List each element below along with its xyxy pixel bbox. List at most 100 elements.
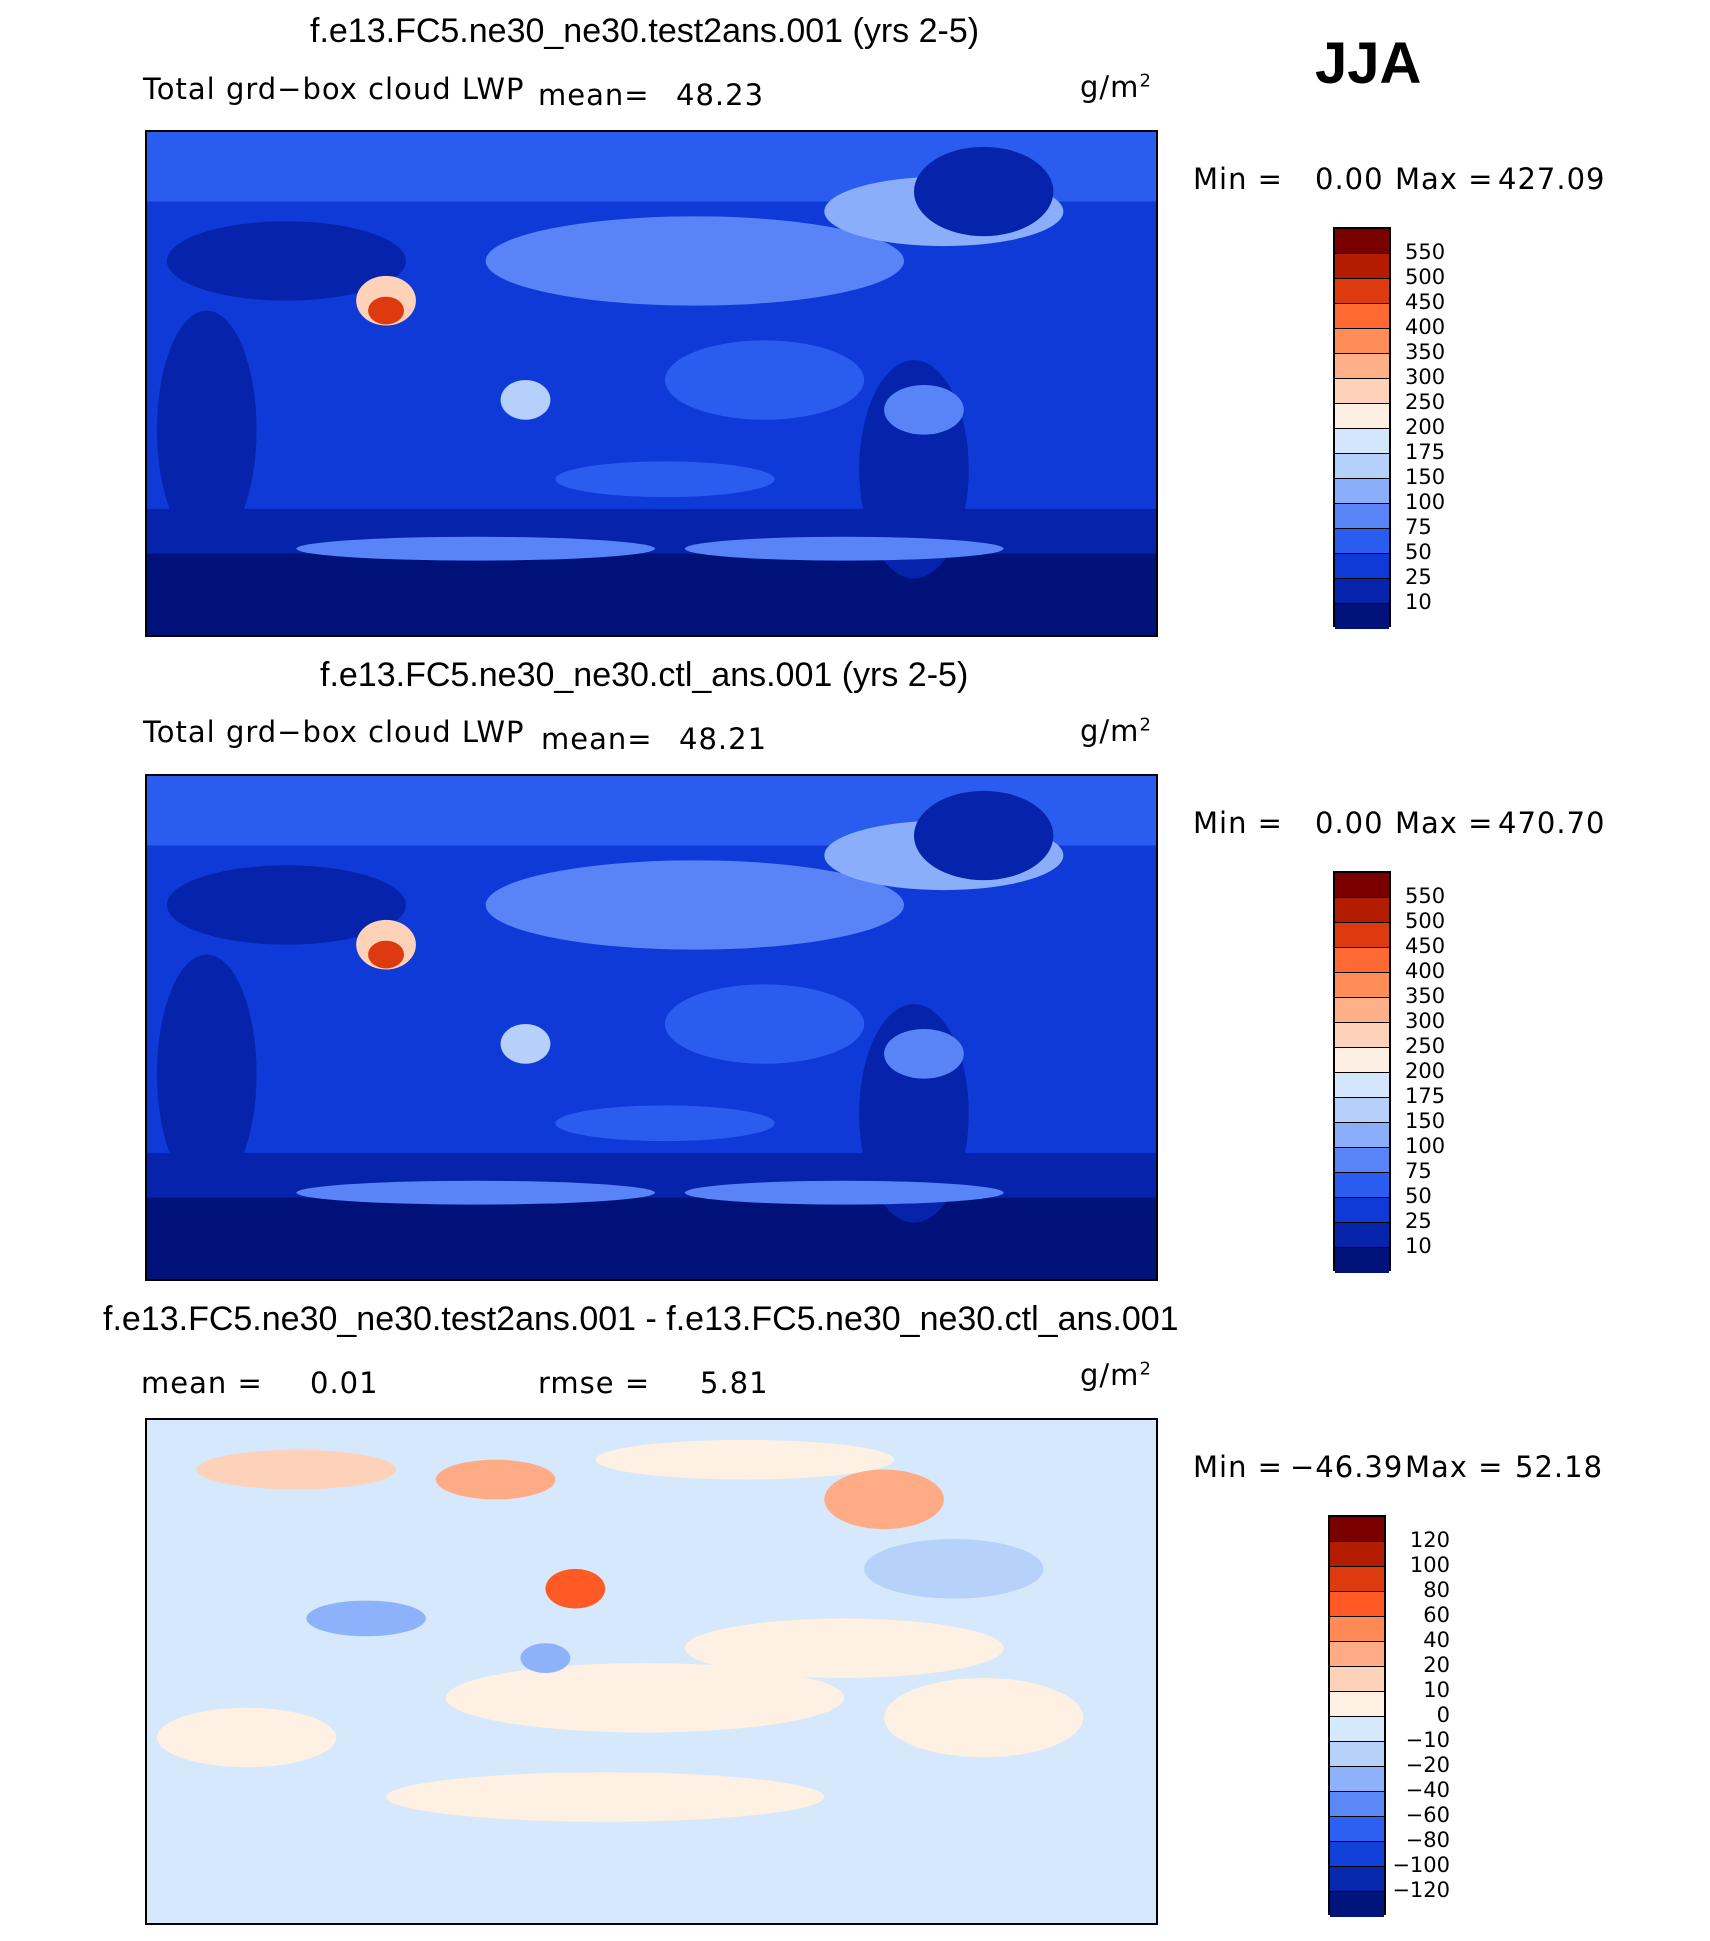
colorbar-level-label: 300 — [1405, 365, 1446, 389]
colorbar-segment — [1335, 554, 1389, 579]
colorbar-segment — [1335, 354, 1389, 379]
colorbar-segment — [1330, 1692, 1384, 1717]
panel3-map-field — [147, 1420, 1156, 1923]
panel3-min-label: Min = — [1193, 1450, 1283, 1484]
panel1-min-value: 0.00 — [1315, 162, 1384, 196]
colorbar-segment — [1335, 1148, 1389, 1173]
colorbar-segment — [1335, 279, 1389, 304]
panel1-colorbar — [1333, 227, 1391, 629]
colorbar-level-label: 250 — [1405, 390, 1446, 414]
panel1-units: g/m2 — [1080, 70, 1152, 104]
panel2-mean-value: 48.21 — [679, 722, 768, 756]
colorbar-segment — [1330, 1842, 1384, 1867]
colorbar-level-label: 550 — [1405, 240, 1446, 264]
colorbar-segment — [1335, 479, 1389, 504]
colorbar-segment — [1330, 1592, 1384, 1617]
panel3-title: f.e13.FC5.ne30_ne30.test2ans.001 - f.e13… — [103, 1300, 1179, 1338]
colorbar-level-label: −120 — [1392, 1878, 1450, 1902]
colorbar-level-label: 175 — [1405, 440, 1446, 464]
panel2-mean-label: mean= — [541, 722, 653, 756]
colorbar-segment — [1335, 998, 1389, 1023]
colorbar-level-label: 500 — [1405, 265, 1446, 289]
colorbar-level-label: 550 — [1405, 884, 1446, 908]
panel2-units: g/m2 — [1080, 714, 1152, 748]
colorbar-segment — [1335, 1073, 1389, 1098]
colorbar-segment — [1335, 429, 1389, 454]
panel3-max-label: Max = — [1405, 1450, 1504, 1484]
colorbar-level-label: 100 — [1405, 1134, 1446, 1158]
colorbar-level-label: −10 — [1405, 1728, 1450, 1752]
colorbar-level-label: 250 — [1405, 1034, 1446, 1058]
colorbar-segment — [1335, 579, 1389, 604]
colorbar-segment — [1335, 873, 1389, 898]
colorbar-level-label: 40 — [1423, 1628, 1450, 1652]
colorbar-level-label: 50 — [1405, 1184, 1432, 1208]
colorbar-segment — [1330, 1717, 1384, 1742]
colorbar-segment — [1335, 404, 1389, 429]
panel3-rmse-value: 5.81 — [700, 1366, 769, 1400]
colorbar-segment — [1335, 529, 1389, 554]
panel1-variable: Total grd−box cloud LWP — [143, 72, 525, 106]
colorbar-segment — [1330, 1567, 1384, 1592]
panel3-rmse-label: rmse = — [538, 1366, 651, 1400]
colorbar-level-label: 300 — [1405, 1009, 1446, 1033]
colorbar-segment — [1330, 1617, 1384, 1642]
colorbar-level-label: 20 — [1423, 1653, 1450, 1677]
panel1-max-label: Max = — [1395, 162, 1494, 196]
colorbar-level-label: 400 — [1405, 959, 1446, 983]
colorbar-segment — [1330, 1642, 1384, 1667]
colorbar-segment — [1330, 1667, 1384, 1692]
colorbar-level-label: 60 — [1423, 1603, 1450, 1627]
colorbar-segment — [1335, 1048, 1389, 1073]
colorbar-level-label: 450 — [1405, 290, 1446, 314]
colorbar-level-label: 50 — [1405, 540, 1432, 564]
colorbar-level-label: −40 — [1405, 1778, 1450, 1802]
colorbar-segment — [1335, 1023, 1389, 1048]
colorbar-level-label: 10 — [1423, 1678, 1450, 1702]
colorbar-level-label: 120 — [1409, 1528, 1450, 1552]
colorbar-level-label: 10 — [1405, 1234, 1432, 1258]
colorbar-level-label: 75 — [1405, 1159, 1432, 1183]
colorbar-segment — [1335, 304, 1389, 329]
colorbar-level-label: −60 — [1405, 1803, 1450, 1827]
colorbar-level-label: 350 — [1405, 984, 1446, 1008]
panel1-map — [145, 130, 1158, 637]
colorbar-segment — [1330, 1742, 1384, 1767]
colorbar-segment — [1330, 1867, 1384, 1892]
colorbar-segment — [1335, 923, 1389, 948]
colorbar-segment — [1335, 1248, 1389, 1273]
colorbar-segment — [1335, 454, 1389, 479]
panel2-colorbar — [1333, 871, 1391, 1273]
panel2-variable: Total grd−box cloud LWP — [143, 715, 525, 749]
panel3-max-value: 52.18 — [1515, 1450, 1604, 1484]
colorbar-level-label: −20 — [1405, 1753, 1450, 1777]
colorbar-segment — [1335, 898, 1389, 923]
colorbar-level-label: 200 — [1405, 1059, 1446, 1083]
panel3-map — [145, 1418, 1158, 1925]
colorbar-level-label: 400 — [1405, 315, 1446, 339]
panel1-mean-label: mean= — [538, 78, 650, 112]
colorbar-segment — [1335, 1173, 1389, 1198]
colorbar-segment — [1330, 1767, 1384, 1792]
panel1-max-value: 427.09 — [1498, 162, 1606, 196]
colorbar-segment — [1335, 604, 1389, 629]
panel1-mean-value: 48.23 — [676, 78, 765, 112]
colorbar-level-label: 175 — [1405, 1084, 1446, 1108]
season-label: JJA — [1315, 31, 1422, 96]
colorbar-segment — [1335, 229, 1389, 254]
colorbar-level-label: 10 — [1405, 590, 1432, 614]
colorbar-level-label: −80 — [1405, 1828, 1450, 1852]
colorbar-level-label: 25 — [1405, 565, 1432, 589]
colorbar-segment — [1335, 1223, 1389, 1248]
colorbar-segment — [1330, 1892, 1384, 1917]
colorbar-segment — [1335, 973, 1389, 998]
colorbar-level-label: 75 — [1405, 515, 1432, 539]
colorbar-segment — [1335, 379, 1389, 404]
colorbar-level-label: 100 — [1405, 490, 1446, 514]
panel2-min-value: 0.00 — [1315, 806, 1384, 840]
colorbar-segment — [1330, 1542, 1384, 1567]
panel1-title: f.e13.FC5.ne30_ne30.test2ans.001 (yrs 2-… — [310, 12, 980, 50]
colorbar-level-label: 200 — [1405, 415, 1446, 439]
colorbar-level-label: 0 — [1436, 1703, 1450, 1727]
colorbar-segment — [1335, 1098, 1389, 1123]
